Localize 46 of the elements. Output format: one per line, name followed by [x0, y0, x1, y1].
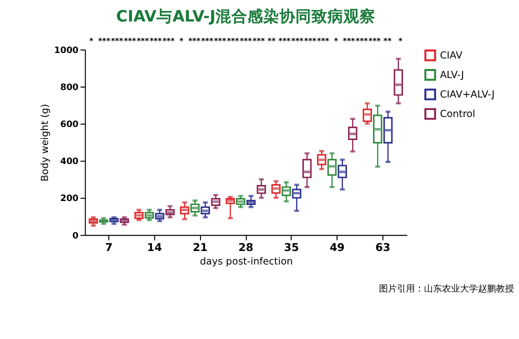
y-tick-label: 400: [60, 157, 79, 168]
text: ***: [98, 36, 110, 46]
x-tick-label: 21: [192, 240, 208, 254]
x-tick-label: 28: [238, 240, 254, 254]
x-tick-label: 49: [330, 240, 345, 254]
x-tick-label: 63: [375, 240, 390, 254]
text: **: [383, 36, 392, 46]
text: ***: [124, 36, 136, 46]
text: ***: [110, 36, 124, 46]
y-tick-label: 1000: [54, 46, 79, 56]
y-axis-title: Body weight (g): [40, 104, 52, 182]
text: ***: [278, 36, 291, 46]
text: ***: [162, 36, 175, 46]
y-tick-label: 0: [72, 231, 79, 242]
text: ***: [150, 36, 162, 46]
text: ***: [304, 36, 316, 46]
text: *: [398, 36, 402, 46]
text: ***: [368, 36, 381, 46]
text: *: [89, 36, 94, 46]
legend-label: Control: [440, 108, 476, 120]
text: 图片引用：山东农业大学赵鹏教授: [379, 283, 514, 294]
text: ***: [188, 36, 200, 46]
y-tick-label: 200: [60, 194, 79, 204]
x-tick-label: 35: [284, 240, 299, 254]
text: ***: [356, 36, 368, 46]
text: ***: [214, 36, 226, 46]
chart-title: CIAV与ALV-J混合感染协同致病观察: [116, 6, 376, 26]
text: ***: [342, 36, 355, 46]
y-tick-label: 600: [60, 120, 79, 130]
text: ***: [136, 36, 149, 46]
text: ***: [316, 36, 330, 46]
x-axis-title: days post-infection: [200, 256, 293, 268]
text: ***: [226, 36, 240, 46]
legend-label: ALV-J: [440, 70, 464, 81]
text: **: [268, 36, 276, 46]
legend-label: CIAV: [440, 50, 463, 62]
x-tick-label: 7: [105, 240, 113, 254]
text: ***: [252, 36, 265, 46]
text: ***: [291, 36, 304, 46]
x-tick-label: 14: [147, 240, 162, 254]
text: *: [334, 36, 338, 46]
text: *: [179, 36, 184, 46]
text: ***: [201, 36, 214, 46]
text: ***: [240, 36, 252, 46]
legend-label: CIAV+ALV-J: [440, 89, 495, 100]
y-tick-label: 800: [60, 83, 79, 94]
